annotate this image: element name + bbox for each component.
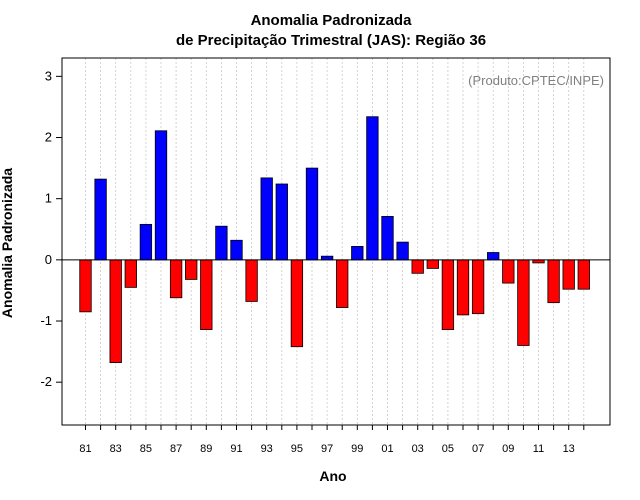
bar-2012 — [547, 259, 560, 304]
x-tick-label: 91 — [230, 443, 242, 455]
bar-1985 — [139, 223, 153, 261]
bar-1996 — [305, 167, 319, 261]
bar-1982 — [94, 178, 107, 261]
x-tick-label: 11 — [533, 443, 544, 455]
chart-title: Anomalia Padronizada — [251, 12, 413, 29]
x-axis-label: Ano — [319, 468, 346, 484]
bars — [79, 116, 590, 364]
bar-1981 — [79, 259, 92, 313]
x-tick-label: 87 — [170, 443, 182, 455]
bar-1990 — [215, 225, 228, 261]
x-tick-label: 97 — [321, 443, 333, 455]
bar-2004 — [426, 259, 439, 269]
bar-2014 — [577, 259, 590, 290]
bar-1988 — [185, 259, 198, 280]
bar-1987 — [169, 259, 183, 299]
y-tick-label: 0 — [45, 252, 52, 267]
y-tick-label: 3 — [45, 68, 52, 83]
x-tick-label: 05 — [442, 443, 454, 455]
bar-2008 — [487, 252, 500, 261]
x-tick-label: 13 — [563, 443, 575, 455]
bar-1994 — [275, 183, 288, 261]
bar-2009 — [502, 259, 515, 284]
x-tick-label: 09 — [502, 443, 514, 455]
x-tick-label: 89 — [200, 443, 212, 455]
bar-2002 — [396, 241, 409, 261]
x-axis: 81 83 85 87 89 91 93 95 97 99 01 03 05 07 09 11 13 — [79, 425, 585, 455]
credit-annotation: (Produto:CPTEC/INPE) — [468, 73, 604, 88]
bar-1983 — [109, 259, 122, 364]
bar-2003 — [411, 259, 424, 274]
chart-subtitle: de Precipitação Trimestral (JAS): Região… — [176, 32, 486, 49]
x-tick-label: 01 — [381, 443, 393, 455]
bar-1993 — [260, 177, 273, 261]
y-tick-label: 2 — [45, 130, 52, 145]
bar-2006 — [456, 259, 470, 316]
bar-2005 — [441, 259, 455, 330]
x-tick-label: 83 — [110, 443, 122, 455]
y-axis-label: Anomalia Padronizada — [0, 168, 15, 318]
bar-1995 — [290, 259, 304, 348]
y-tick-label: -2 — [40, 374, 52, 389]
x-tick-label: 95 — [291, 443, 303, 455]
x-tick-label: 03 — [412, 443, 424, 455]
bar-2013 — [562, 259, 575, 290]
bar-2007 — [471, 259, 485, 315]
bar-2010 — [517, 259, 530, 346]
bar-1999 — [351, 245, 364, 261]
bar-1992 — [245, 259, 258, 302]
bar-1986 — [154, 130, 168, 261]
x-tick-label: 85 — [140, 443, 152, 455]
y-tick-label: 1 — [45, 191, 52, 206]
y-axis: -2 -1 0 1 2 3 — [40, 68, 62, 389]
bar-1984 — [124, 259, 137, 288]
bar-1997 — [320, 255, 334, 261]
x-tick-label: 81 — [79, 443, 91, 455]
bar-1989 — [200, 259, 213, 330]
x-tick-label: 07 — [472, 443, 484, 455]
bar-2001 — [381, 216, 394, 261]
x-tick-label: 93 — [261, 443, 273, 455]
bar-1991 — [230, 239, 243, 261]
x-tick-label: 99 — [351, 443, 363, 455]
y-tick-label: -1 — [40, 313, 52, 328]
bar-2000 — [366, 116, 379, 261]
bar-1998 — [336, 259, 349, 308]
plot-frame — [61, 57, 611, 426]
